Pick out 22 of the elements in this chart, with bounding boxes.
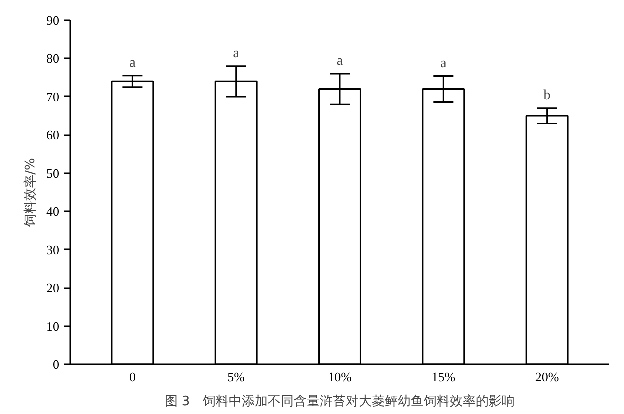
y-tick-label: 60 (46, 128, 60, 143)
annotation: b (544, 88, 551, 104)
y-tick-label: 0 (53, 357, 60, 372)
x-tick-label: 15% (432, 370, 456, 384)
y-tick-label: 20 (46, 280, 60, 296)
annotation: a (233, 46, 240, 62)
x-tick-label: 10% (328, 370, 352, 384)
x-tick-label: 20% (535, 370, 560, 384)
y-tick-label: 50 (46, 166, 60, 181)
y-tick-label: 30 (46, 242, 60, 258)
x-tick-label: 0 (129, 370, 136, 384)
y-tick-label: 10 (46, 318, 60, 334)
y-tick-label: 70 (46, 89, 60, 104)
caption: 图 3 饲料中添加不同含量浒苔对大菱鲆幼鱼饲料效率的影响 (164, 394, 516, 410)
annotation: a (440, 56, 448, 72)
y-tick-label: 40 (46, 204, 60, 220)
y-tick-label: 80 (46, 51, 60, 66)
annotation: a (336, 54, 344, 70)
y-axis-title: 饲料效率/% (22, 158, 38, 228)
x-tick-label: 5% (228, 370, 246, 384)
y-tick-label: 90 (46, 13, 60, 28)
annotation: a (130, 56, 137, 71)
